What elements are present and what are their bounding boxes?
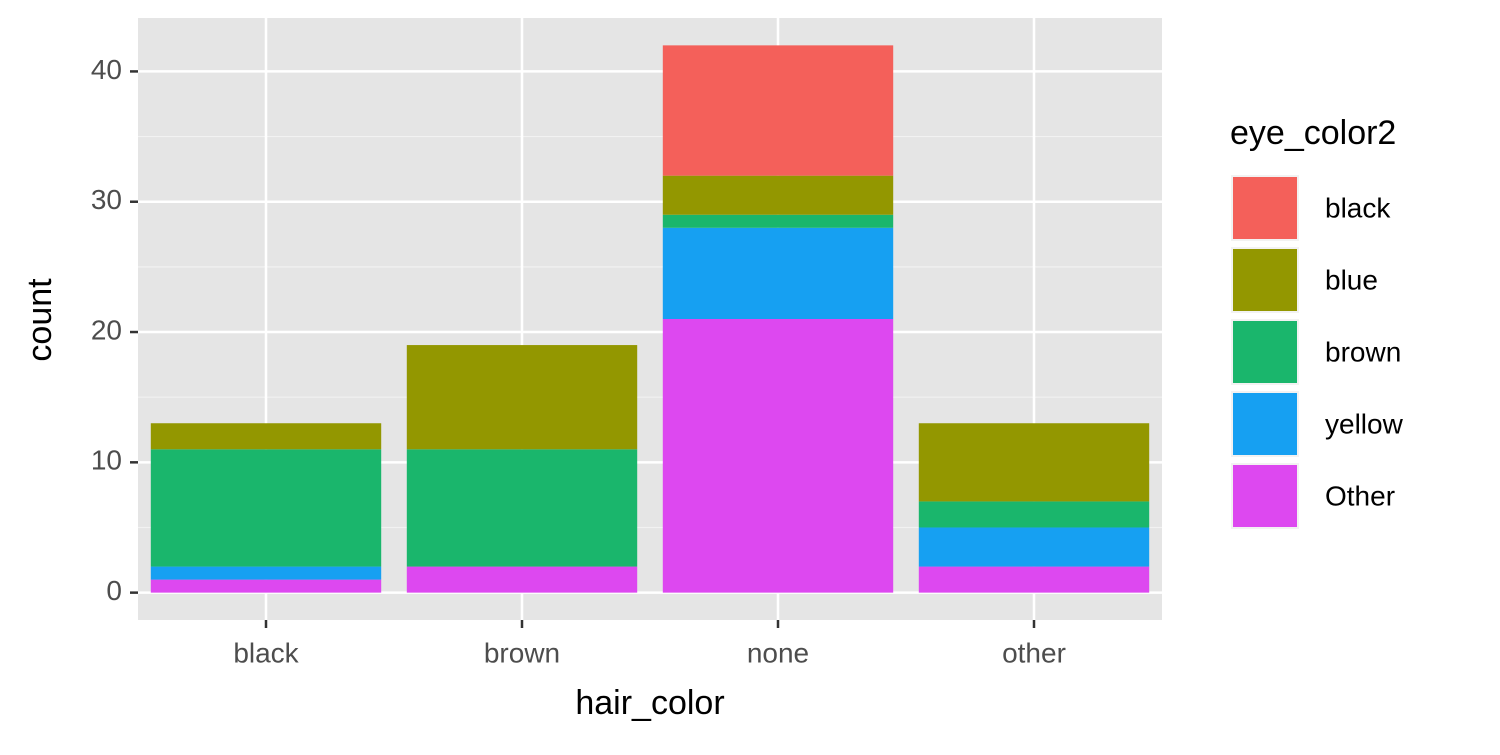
legend-title: eye_color2 [1230,114,1396,152]
bar-segment [918,527,1150,567]
bar-segment [918,423,1150,502]
legend-key [1231,247,1299,313]
y-tick-label: 10 [91,445,122,476]
bar-segment [150,566,382,580]
legend-label: brown [1325,336,1401,367]
bar-segment [150,423,382,450]
legend-key [1231,463,1299,529]
bar-segment [662,227,894,319]
bar-segment [662,45,894,176]
bar-segment [918,566,1150,593]
bar-segment [150,449,382,567]
x-axis-label: hair_color [575,684,724,722]
legend-key [1231,175,1299,241]
y-tick-label: 0 [106,575,122,606]
legend-label: Other [1325,480,1395,511]
legend-label: black [1325,192,1391,223]
bar-segment [662,319,894,593]
y-axis-label: count [21,278,59,362]
bar-segment [662,175,894,215]
legend-label: yellow [1325,408,1404,439]
legend-key [1231,391,1299,457]
y-tick-label: 20 [91,314,122,345]
legend-label: blue [1325,264,1378,295]
bar-segment [918,501,1150,528]
x-tick-label: other [1002,637,1066,668]
x-tick-label: black [233,637,299,668]
x-tick-label: none [747,637,809,668]
bar-segment [662,214,894,228]
legend-key [1231,319,1299,385]
bar-segment [150,579,382,593]
bar-segment [406,449,638,567]
y-tick-label: 30 [91,184,122,215]
x-tick-label: brown [484,637,560,668]
y-tick-label: 40 [91,54,122,85]
bar-segment [406,566,638,593]
bar-segment [406,345,638,450]
